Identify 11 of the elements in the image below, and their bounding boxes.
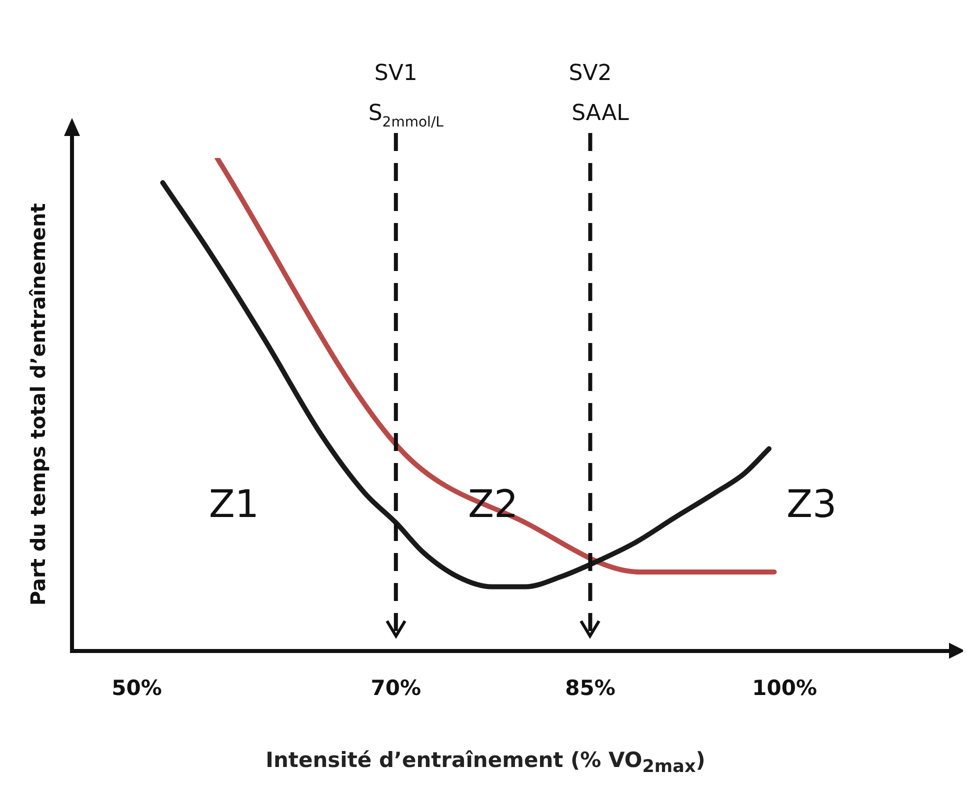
- annotation: Z1: [208, 482, 260, 526]
- x-axis-title: Intensité d’entraînement (% VO$_{2max}$): [264, 748, 706, 778]
- x-tick-label: 50%: [112, 676, 162, 700]
- x-tick-label: 85%: [565, 676, 616, 700]
- x-tick-label: 100%: [752, 676, 818, 700]
- annotation: Z3: [786, 482, 837, 526]
- x-tick-label: 70%: [370, 676, 422, 700]
- ref-line-label: SV2: [568, 61, 612, 86]
- y-axis-title: Part du temps total d’entraînement: [26, 202, 50, 606]
- ref-line-label: SV1: [374, 61, 418, 86]
- text: SAAL: [572, 101, 630, 126]
